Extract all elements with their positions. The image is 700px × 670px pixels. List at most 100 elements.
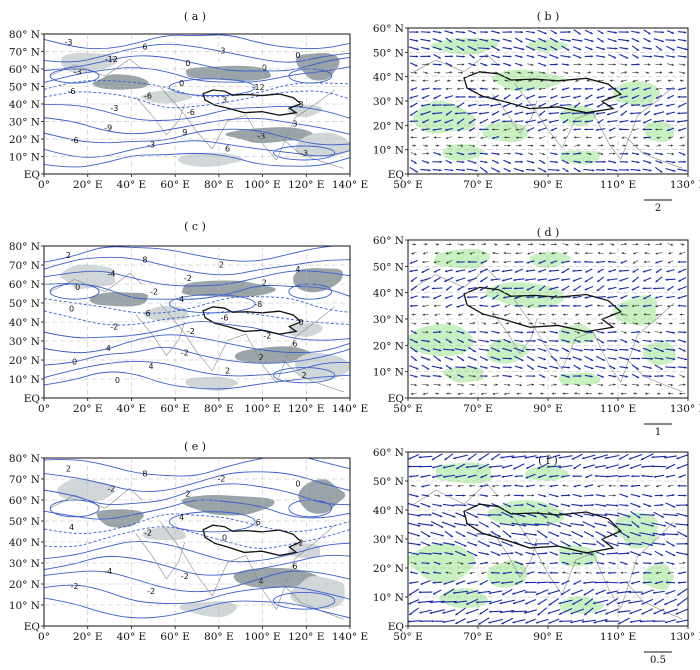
wind-vector-head bbox=[421, 295, 424, 299]
wind-vector-head bbox=[538, 95, 541, 99]
wind-vector-head bbox=[469, 484, 472, 488]
wind-vector-head bbox=[413, 144, 416, 147]
wind-vector-head bbox=[504, 136, 507, 139]
lat-tick-label: 50° N bbox=[9, 298, 40, 310]
wind-vector-head bbox=[538, 252, 542, 255]
wind-vector-head bbox=[468, 121, 472, 124]
wind-vector-head bbox=[508, 169, 511, 172]
wind-vector-head bbox=[439, 375, 442, 378]
wind-vector-head bbox=[603, 366, 606, 370]
contour-label: -2 bbox=[150, 288, 158, 297]
wind-vector-head bbox=[439, 63, 442, 66]
wind-vector-head bbox=[655, 261, 658, 264]
wind-vector-head bbox=[410, 296, 413, 299]
wind-vector-head bbox=[438, 359, 441, 362]
wind-vector-head bbox=[686, 503, 688, 507]
wind-vector-head bbox=[570, 620, 573, 624]
lon-tick-label: 0° bbox=[38, 403, 50, 415]
lat-tick-label: 50° N bbox=[373, 47, 404, 59]
wind-vector-head bbox=[617, 610, 620, 614]
wind-vector-head bbox=[661, 561, 664, 565]
wind-vector-head bbox=[425, 71, 428, 74]
lon-tick-label: 50° E bbox=[393, 631, 423, 643]
wind-vector-head bbox=[626, 358, 629, 361]
coastline bbox=[413, 268, 498, 288]
wind-vector-head bbox=[480, 475, 483, 478]
wind-vector-head bbox=[678, 88, 681, 91]
wind-vector-head bbox=[573, 466, 576, 469]
wind-vector-head bbox=[481, 251, 485, 255]
wind-vector-head bbox=[553, 144, 556, 147]
lon-tick-label: 50° E bbox=[393, 403, 423, 415]
wind-vector-head bbox=[561, 475, 564, 478]
shaded-region bbox=[298, 479, 346, 514]
wind-vector-head bbox=[422, 313, 425, 316]
wind-vector-head bbox=[479, 612, 483, 615]
wind-vector-head bbox=[684, 366, 687, 369]
significant-region bbox=[524, 464, 569, 481]
wind-vector-head bbox=[551, 392, 554, 395]
wind-vector-head bbox=[643, 260, 647, 264]
wind-vector-head bbox=[608, 571, 611, 575]
contour-label: -3 bbox=[147, 140, 155, 149]
wind-vector-head bbox=[618, 128, 622, 131]
wind-vector-head bbox=[537, 602, 541, 605]
wind-vector-head bbox=[445, 571, 448, 574]
wind-vector-head bbox=[537, 296, 541, 299]
wind-vector-head bbox=[542, 322, 546, 325]
wind-vector-head bbox=[450, 494, 453, 497]
wind-vector-head bbox=[531, 494, 535, 497]
lon-tick-label: 140° E bbox=[332, 403, 368, 415]
wind-vector-head bbox=[521, 47, 525, 51]
wind-vector-head bbox=[567, 544, 571, 547]
wind-vector-head bbox=[670, 243, 674, 246]
wind-vector bbox=[651, 455, 667, 458]
wind-vector-head bbox=[581, 523, 584, 527]
contour-line bbox=[44, 152, 350, 168]
wind-vector-head bbox=[560, 96, 564, 99]
significant-region bbox=[487, 559, 528, 588]
wind-vector-head bbox=[468, 136, 472, 139]
wind-vector-head bbox=[601, 341, 605, 344]
wind-vector-head bbox=[538, 128, 541, 132]
wind-vector-head bbox=[567, 331, 570, 334]
wind-vector-head bbox=[519, 375, 523, 378]
wind-vector-head bbox=[433, 96, 437, 99]
wind-vector-head bbox=[649, 169, 652, 172]
wind-vector-head bbox=[665, 475, 669, 478]
wind-vector-head bbox=[510, 610, 513, 613]
wind-vector-head bbox=[521, 340, 524, 343]
wind-vector-head bbox=[557, 515, 560, 518]
wind-vector-head bbox=[613, 56, 617, 59]
wind-vector-head bbox=[497, 152, 500, 156]
wind-vector-head bbox=[648, 161, 652, 164]
wind-vector-head bbox=[537, 612, 541, 616]
wind-vector-head bbox=[449, 366, 452, 370]
contour-label: -12 bbox=[105, 55, 118, 64]
wind-vector-head bbox=[672, 55, 675, 58]
lat-tick-label: 70° N bbox=[9, 260, 40, 272]
wind-vector-head bbox=[621, 251, 624, 255]
wind-vector-head bbox=[439, 169, 442, 172]
wind-vector-head bbox=[514, 112, 517, 115]
wind-vector-head bbox=[489, 610, 492, 613]
wind-vector-head bbox=[544, 552, 548, 555]
wind-vector-head bbox=[661, 55, 664, 58]
wind-vector-head bbox=[651, 524, 654, 527]
wind-vector-head bbox=[568, 30, 571, 34]
wind-vector-head bbox=[457, 128, 460, 132]
wind-vector bbox=[558, 599, 573, 605]
wind-vector-head bbox=[497, 63, 500, 66]
lat-tick-label: 40° N bbox=[9, 537, 40, 549]
significant-region bbox=[433, 248, 491, 269]
wind-vector-head bbox=[563, 136, 566, 139]
wind-vector-head bbox=[446, 288, 449, 291]
wind-vector bbox=[510, 610, 528, 613]
significant-region bbox=[612, 295, 658, 326]
wind-vector-head bbox=[590, 160, 593, 164]
wind-vector-head bbox=[480, 261, 484, 264]
wind-vector-head bbox=[433, 571, 436, 574]
wind-vector-head bbox=[502, 592, 505, 595]
contour-label: -2 bbox=[187, 327, 195, 336]
wind-vector-head bbox=[425, 144, 428, 147]
